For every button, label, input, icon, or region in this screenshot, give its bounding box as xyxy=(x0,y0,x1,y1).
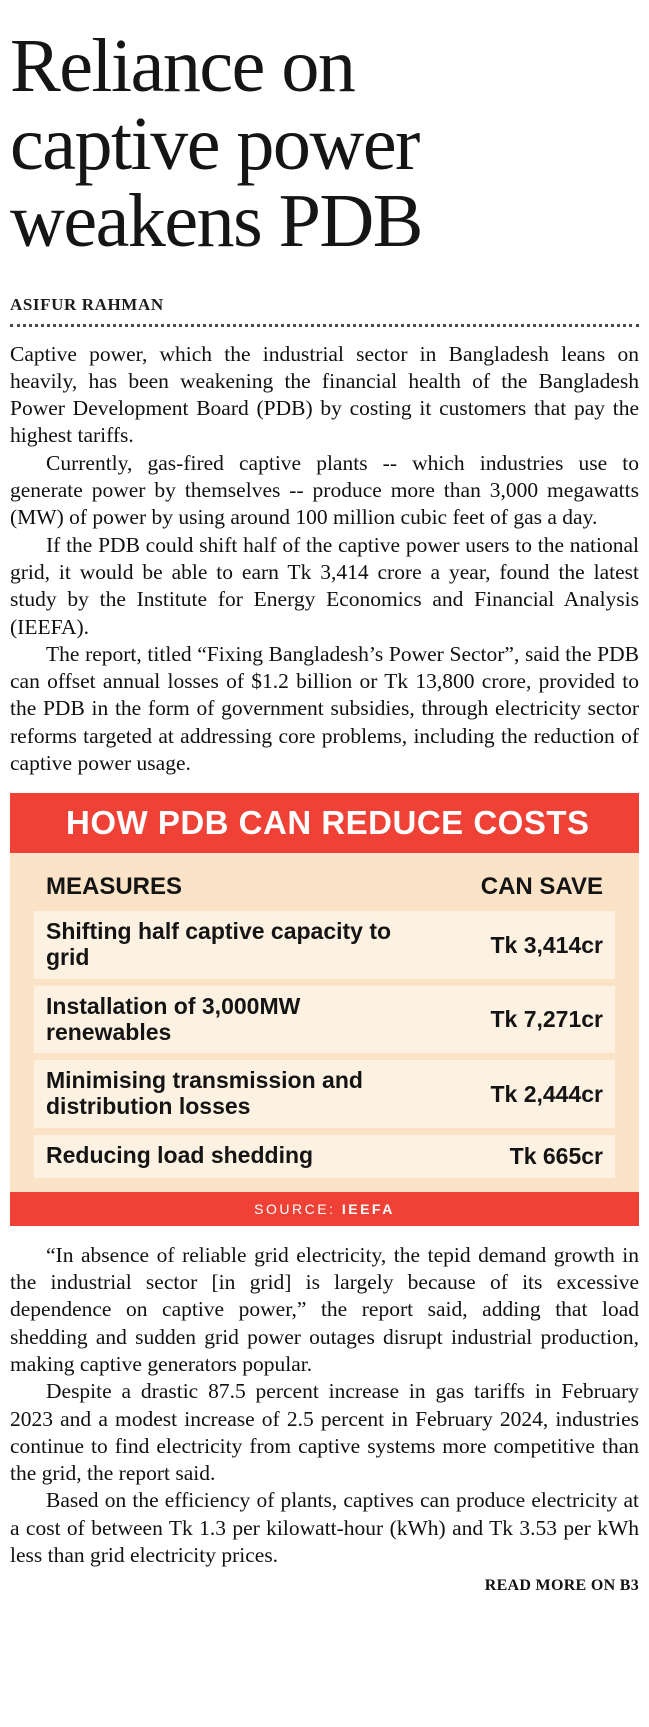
measure-cell: Minimising transmission and distribution… xyxy=(46,1067,363,1120)
infographic-title: HOW PDB CAN REDUCE COSTS xyxy=(10,793,639,854)
save-cell: Tk 3,414cr xyxy=(490,931,603,958)
article-body-top: Captive power, which the industrial sect… xyxy=(10,341,639,778)
infographic-source: SOURCE: IEEFA xyxy=(10,1191,639,1226)
source-value: IEEFA xyxy=(341,1200,395,1217)
infographic-rows: Shifting half captive capacity to grid Tk… xyxy=(34,911,615,1178)
infographic-row: Reducing load shedding Tk 665cr xyxy=(34,1134,615,1178)
newspaper-page: Reliance on captive power weakens PDB AS… xyxy=(10,27,639,1595)
infographic-table: MEASURES CAN SAVE Shifting half captive … xyxy=(10,853,639,1192)
read-more: READ MORE ON B3 xyxy=(484,1577,639,1595)
measure-cell: Reducing load shedding xyxy=(46,1142,314,1169)
infographic: HOW PDB CAN REDUCE COSTS MEASURES CAN SA… xyxy=(10,793,639,1226)
article-paragraph: “In absence of reliable grid electricity… xyxy=(10,1242,639,1376)
headline-line: weakens PDB xyxy=(10,179,424,264)
save-cell: Tk 665cr xyxy=(509,1142,603,1169)
infographic-row: Shifting half captive capacity to grid Tk… xyxy=(34,911,615,979)
byline: ASIFUR RAHMAN xyxy=(10,294,164,314)
article-paragraph: Currently, gas-fired captive plants -- w… xyxy=(10,450,639,530)
column-header-can-save: CAN SAVE xyxy=(480,873,603,901)
article-paragraph: The report, titled “Fixing Bangladesh’s … xyxy=(10,641,639,775)
save-cell: Tk 2,444cr xyxy=(490,1080,603,1107)
measure-cell: Installation of 3,000MW renewables xyxy=(46,992,301,1045)
infographic-row: Installation of 3,000MW renewables Tk 7,2… xyxy=(34,985,615,1054)
byline-divider xyxy=(10,323,639,327)
source-label: SOURCE: xyxy=(254,1200,336,1217)
column-header-measures: MEASURES xyxy=(46,873,183,901)
article-paragraph: Based on the efficiency of plants, capti… xyxy=(10,1488,639,1568)
article-paragraph: Despite a drastic 87.5 percent increase … xyxy=(10,1379,639,1486)
article-paragraph: Captive power, which the industrial sect… xyxy=(10,341,639,448)
infographic-header-row: MEASURES CAN SAVE xyxy=(34,869,615,911)
infographic-row: Minimising transmission and distribution… xyxy=(34,1060,615,1128)
article-paragraph: If the PDB could shift half of the capti… xyxy=(10,532,639,639)
headline: Reliance on captive power weakens PDB xyxy=(10,27,639,264)
headline-line: captive power xyxy=(10,101,420,186)
article-body-bottom: “In absence of reliable grid electricity… xyxy=(10,1242,639,1570)
save-cell: Tk 7,271cr xyxy=(490,1006,603,1033)
headline-line: Reliance on xyxy=(10,24,356,108)
measure-cell: Shifting half captive capacity to grid xyxy=(46,918,392,971)
